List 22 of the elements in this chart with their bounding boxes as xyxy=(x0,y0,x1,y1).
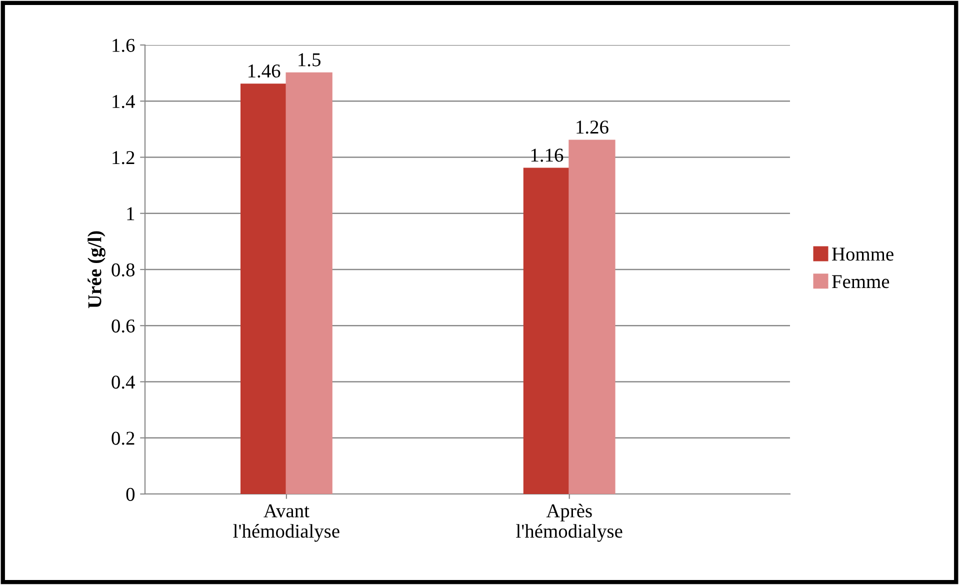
data-label: 1.16 xyxy=(531,148,564,162)
legend-label: Homme xyxy=(832,248,894,261)
data-label: 1.5 xyxy=(298,53,320,66)
bar xyxy=(286,72,332,494)
data-label: 1.26 xyxy=(576,120,608,134)
y-tick-label: 0.6 xyxy=(112,319,135,333)
legend-label: Femme xyxy=(832,275,890,288)
y-axis-title: Urée (g/l) xyxy=(88,231,106,308)
data-label: 1.46 xyxy=(248,64,280,78)
bar xyxy=(240,84,288,494)
y-tick-label: 0 xyxy=(126,488,135,501)
y-tick-label: 0.8 xyxy=(112,263,135,277)
y-tick-label: 1 xyxy=(127,207,134,220)
y-tick-label: 1.6 xyxy=(112,38,135,52)
y-tick-label: 1.2 xyxy=(112,151,134,164)
bar xyxy=(568,140,616,494)
bar xyxy=(523,168,570,494)
y-tick-label: 0.4 xyxy=(112,376,135,389)
y-tick-label: 0.2 xyxy=(112,432,134,445)
x-tick-label: Après l'hémodialyse xyxy=(516,504,622,542)
y-tick-label: 1.4 xyxy=(112,95,135,108)
x-tick-label: Avant l'hémodialyse xyxy=(233,504,340,542)
